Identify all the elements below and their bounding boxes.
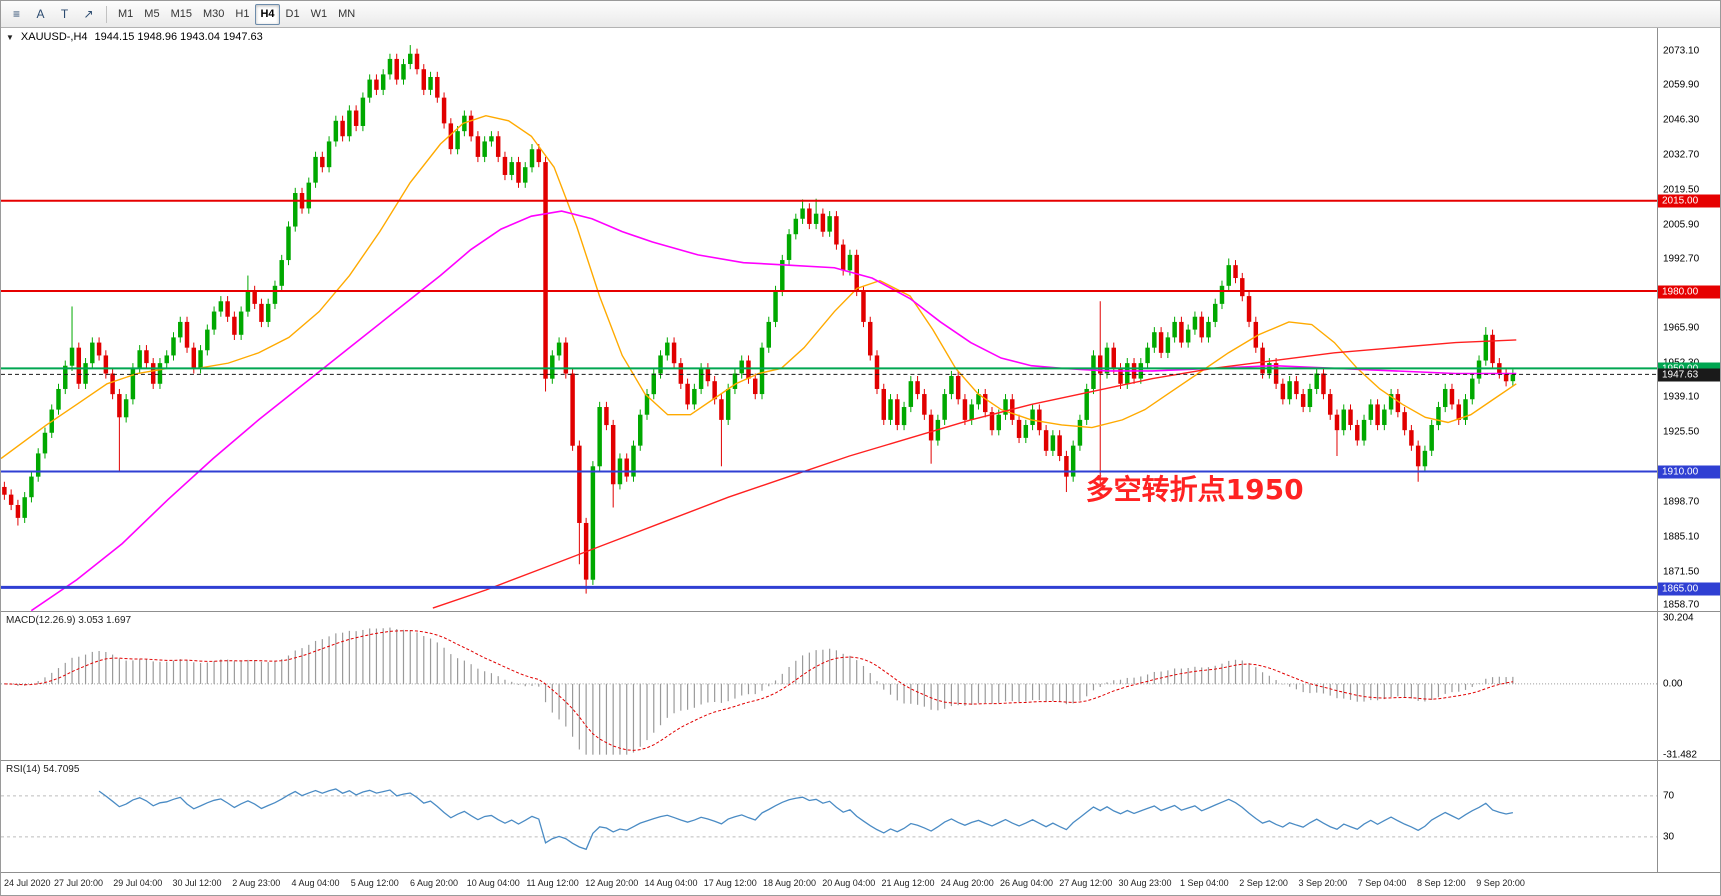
time-axis-row: 24 Jul 2020 27 Jul 20:00 29 Jul 04:00 30 Ju… — [1, 873, 1720, 895]
ma-slow-red — [432, 339, 1517, 609]
rsi-label: RSI(14) 54.7095 — [6, 764, 80, 776]
collapse-icon[interactable]: ▼ — [6, 32, 14, 42]
timeframe-m15-button[interactable]: M15 — [170, 8, 192, 20]
time-axis-label: 20 Aug 04:00 — [822, 878, 876, 889]
price-axis-label: 1858.70 — [1663, 599, 1700, 611]
label-tool-button[interactable]: T — [60, 7, 69, 21]
time-axis-label: 4 Aug 04:00 — [291, 878, 340, 889]
rsi-pane[interactable]: RSI(14) 54.7095 — [1, 761, 1658, 874]
time-axis-label: 14 Aug 04:00 — [644, 878, 698, 889]
rsi-axis-label: 70 — [1663, 790, 1675, 802]
time-axis-label: 8 Sep 12:00 — [1417, 878, 1466, 889]
time-axis-label: 26 Aug 04:00 — [1000, 878, 1054, 889]
price-axis-label: 2073.10 — [1663, 45, 1700, 57]
price-axis-label: 1925.50 — [1663, 426, 1700, 438]
timeframe-h1-button[interactable]: H1 — [235, 8, 250, 20]
chart-list-tool-button[interactable]: ≡ — [12, 7, 20, 21]
macd-label: MACD(12.26.9) 3.053 1.697 — [6, 614, 132, 626]
time-axis-label: 9 Sep 20:00 — [1476, 878, 1525, 889]
price-level-badge: 1980.00 — [1658, 285, 1720, 299]
time-axis-label: 24 Jul 2020 — [4, 878, 51, 889]
toolbar-separator — [106, 5, 107, 23]
timeframe-m1-button[interactable]: M1 — [118, 8, 134, 20]
current-price-badge: 1947.63 — [1658, 368, 1720, 382]
timeframe-mn-button[interactable]: MN — [338, 8, 356, 20]
time-axis-label: 30 Aug 23:00 — [1118, 878, 1172, 889]
macd-axis-label: -31.482 — [1663, 749, 1697, 761]
chart-header: ▼ XAUUSD-,H4 1944.15 1948.96 1943.04 194… — [6, 31, 263, 43]
price-axis-label: 1992.70 — [1663, 253, 1700, 265]
price-chart-row: ▼ XAUUSD-,H4 1944.15 1948.96 1943.04 194… — [1, 28, 1720, 612]
price-axis-label: 2059.90 — [1663, 79, 1700, 91]
timeframe-m5-button[interactable]: M5 — [144, 8, 160, 20]
time-axis-label: 2 Sep 12:00 — [1239, 878, 1288, 889]
time-axis-label: 24 Aug 20:00 — [940, 878, 994, 889]
macd-axis[interactable]: 30.204 0.00 -31.482 — [1658, 611, 1720, 762]
price-level-badge: 1910.00 — [1658, 465, 1720, 479]
time-axis-label: 27 Jul 20:00 — [53, 878, 103, 889]
time-axis-label: 7 Sep 04:00 — [1357, 878, 1407, 889]
price-axis-label: 1965.90 — [1663, 322, 1700, 334]
macd-axis-label: 0.00 — [1663, 678, 1683, 690]
timeframe-h4-button[interactable]: H4 — [255, 3, 280, 25]
arrow-tool-button[interactable]: ↗ — [83, 7, 94, 21]
time-axis-label: 18 Aug 20:00 — [763, 878, 817, 889]
symbol-label: XAUUSD-,H4 — [20, 31, 88, 43]
price-axis[interactable]: 2073.10 2059.90 2046.30 2032.70 2019.50 2005.… — [1658, 28, 1720, 612]
rsi-axis[interactable]: 70 30 — [1658, 761, 1720, 874]
time-axis-label: 5 Aug 12:00 — [350, 878, 399, 889]
macd-row: MACD(12.26.9) 3.053 1.697 30.204 0.00 -31.… — [1, 611, 1720, 762]
price-axis-label: 1871.50 — [1663, 566, 1700, 578]
macd-pane[interactable]: MACD(12.26.9) 3.053 1.697 — [1, 611, 1658, 762]
time-axis-label: 6 Aug 20:00 — [409, 878, 459, 889]
time-axis-label: 1 Sep 04:00 — [1180, 878, 1229, 889]
price-axis-label: 1939.10 — [1663, 391, 1700, 403]
timeframe-d1-button[interactable]: D1 — [285, 8, 300, 20]
time-axis-label: 27 Aug 12:00 — [1059, 878, 1113, 889]
ohlc-values: 1944.15 1948.96 1943.04 1947.63 — [94, 31, 263, 43]
main-toolbar: ≡ A T ↗ M1 M5 M15 M30 H1 H4 D1 W1 MN — [1, 1, 1720, 28]
price-axis-label: 2005.90 — [1663, 219, 1700, 231]
ma-mid-magenta — [30, 210, 1517, 611]
time-axis-label: 12 Aug 20:00 — [585, 878, 639, 889]
text-tool-button[interactable]: A — [36, 7, 45, 21]
price-axis-label: 2019.50 — [1663, 184, 1700, 195]
macd-axis-label: 30.204 — [1663, 612, 1694, 624]
time-axis-label: 17 Aug 12:00 — [703, 878, 757, 889]
time-axis-label: 11 Aug 12:00 — [526, 878, 579, 889]
timeframe-w1-button[interactable]: W1 — [310, 8, 328, 20]
time-axis-label: 2 Aug 23:00 — [232, 878, 281, 889]
price-axis-label: 1885.10 — [1663, 531, 1700, 543]
price-level-badge: 1865.00 — [1658, 582, 1720, 596]
timeframe-m30-button[interactable]: M30 — [202, 8, 225, 20]
time-axis-label: 10 Aug 04:00 — [466, 878, 520, 889]
time-axis-label: 21 Aug 12:00 — [881, 878, 935, 889]
price-axis-label: 2032.70 — [1663, 149, 1700, 161]
price-level-badge: 2015.00 — [1658, 194, 1720, 208]
price-chart-pane[interactable]: ▼ XAUUSD-,H4 1944.15 1948.96 1943.04 194… — [1, 28, 1658, 612]
price-axis-label: 1898.70 — [1663, 496, 1700, 508]
rsi-row: RSI(14) 54.7095 70 30 — [1, 761, 1720, 874]
time-axis[interactable]: 24 Jul 2020 27 Jul 20:00 29 Jul 04:00 30 Ju… — [1, 873, 1658, 895]
time-axis-label: 3 Sep 20:00 — [1298, 878, 1348, 889]
chart-annotation: 多空转折点1950 — [1085, 472, 1304, 506]
axis-corner — [1658, 873, 1720, 895]
time-axis-label: 30 Jul 12:00 — [172, 878, 222, 889]
price-axis-label: 2046.30 — [1663, 114, 1700, 126]
time-axis-label: 29 Jul 04:00 — [113, 878, 163, 889]
rsi-axis-label: 30 — [1663, 831, 1675, 843]
ma-fast-orange — [1, 114, 1517, 460]
